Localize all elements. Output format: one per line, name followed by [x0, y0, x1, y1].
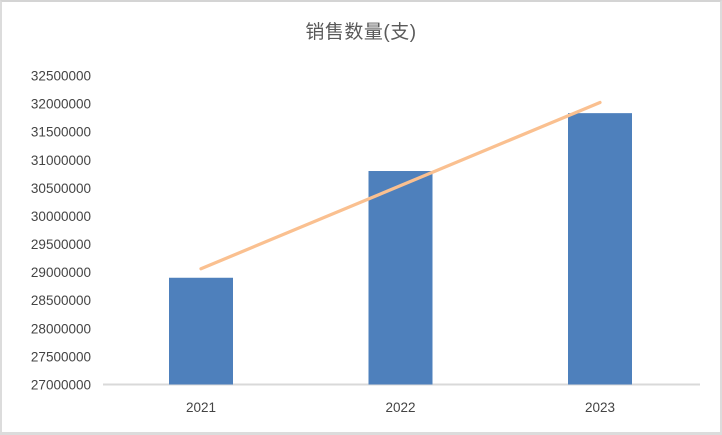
y-axis-tick-label: 27000000	[31, 378, 91, 393]
y-axis-tick-label: 30000000	[31, 209, 91, 224]
y-axis-tick-label: 31000000	[31, 153, 91, 168]
y-axis-tick-label: 32500000	[31, 69, 91, 84]
chart-title: 销售数量(支)	[305, 22, 417, 43]
y-axis-tick-label: 28500000	[31, 293, 91, 308]
bar-2022[interactable]	[368, 171, 433, 385]
y-axis-tick-label: 30500000	[31, 181, 91, 196]
y-axis-tick-label: 27500000	[31, 349, 91, 364]
y-axis-tick-label: 29000000	[31, 265, 91, 280]
y-axis-tick-label: 28000000	[31, 321, 91, 336]
y-axis-tick-label: 31500000	[31, 125, 91, 140]
trendline[interactable]	[199, 100, 602, 271]
y-axis-tick-label: 29500000	[31, 237, 91, 252]
x-axis-tick-label: 2023	[585, 400, 615, 415]
x-axis-tick-label: 2022	[385, 400, 415, 415]
y-axis-tick-label: 32000000	[31, 97, 91, 112]
bar-2021[interactable]	[169, 277, 233, 385]
x-axis-tick-label: 2021	[186, 400, 216, 415]
bar-2023[interactable]	[568, 113, 632, 385]
